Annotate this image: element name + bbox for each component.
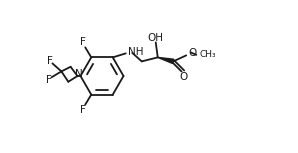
Text: CH₃: CH₃ [199, 50, 216, 59]
Text: F: F [80, 37, 86, 47]
Text: O: O [180, 72, 188, 82]
Polygon shape [158, 57, 174, 63]
Text: OH: OH [148, 33, 164, 43]
Text: O: O [188, 48, 196, 58]
Text: N: N [75, 69, 83, 79]
Text: F: F [46, 75, 52, 85]
Text: F: F [47, 56, 53, 66]
Text: NH: NH [128, 47, 144, 57]
Text: F: F [80, 105, 86, 115]
